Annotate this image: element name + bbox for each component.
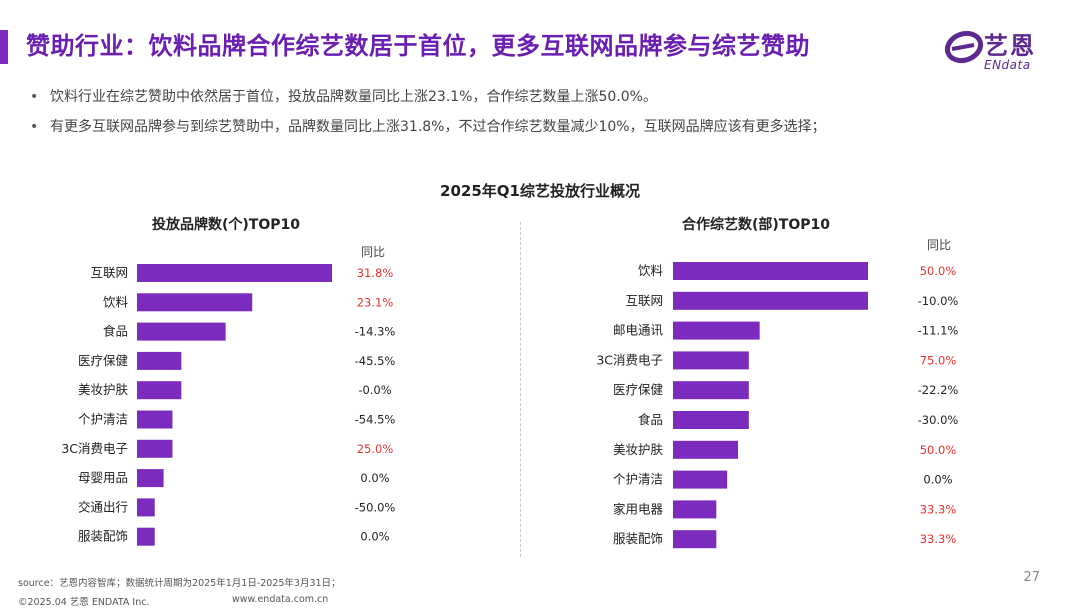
bar xyxy=(673,470,728,489)
page-number: 27 xyxy=(1023,570,1040,585)
category-label: 个护清洁 xyxy=(78,412,128,427)
title-accent-bar xyxy=(0,30,8,64)
bar xyxy=(673,262,868,280)
category-label: 美妆护肤 xyxy=(78,382,129,397)
category-label: 服装配饰 xyxy=(613,531,663,546)
bar xyxy=(137,439,173,458)
category-label: 美妆护肤 xyxy=(613,442,664,457)
yoy-value: -22.2% xyxy=(918,383,959,397)
yoy-value: -50.0% xyxy=(355,500,396,514)
endata-logo-icon xyxy=(944,30,984,64)
bullet-text: 有更多互联网品牌参与到综艺赞助中，品牌数量同比上涨31.8%，不过合作综艺数量减… xyxy=(50,119,826,135)
brand-count-bar-chart: 互联网 31.8% 饮料 23.1% 食品 -14.3% 医疗保健 -45.5% 美妆护肤 -0.… xyxy=(61,264,396,546)
yoy-value: -54.5% xyxy=(355,413,396,427)
left-chart-title: 投放品牌数(个)TOP10 xyxy=(152,217,300,233)
yoy-value: -10.0% xyxy=(918,294,959,308)
right-chart-title: 合作综艺数(部)TOP10 xyxy=(682,217,830,233)
bullet-text: 饮料行业在综艺赞助中依然居于首位，投放品牌数量同比上涨23.1%，合作综艺数量上… xyxy=(50,89,657,105)
yoy-value: 75.0% xyxy=(920,353,957,367)
yoy-value: -0.0% xyxy=(358,383,391,397)
bar xyxy=(673,321,760,340)
bar xyxy=(137,264,332,282)
yoy-value: 50.0% xyxy=(920,443,957,457)
bar xyxy=(137,410,173,429)
yoy-value: 0.0% xyxy=(360,471,389,485)
bar xyxy=(673,530,717,549)
chart-main-title: 2025年Q1综艺投放行业概况 xyxy=(440,182,640,200)
yoy-value: 33.3% xyxy=(920,502,957,516)
variety-count-bar-chart: 饮料 50.0% 互联网 -10.0% 邮电通讯 -11.1% 3C消费电子 75.0% 医疗保… xyxy=(596,262,959,549)
endata-logo: 艺恩 ENdata xyxy=(944,26,1054,74)
category-label: 饮料 xyxy=(638,263,664,278)
bar xyxy=(137,381,182,400)
category-label: 3C消费电子 xyxy=(61,441,128,456)
bar xyxy=(137,351,182,370)
yoy-value: 0.0% xyxy=(360,530,389,544)
yoy-value: -45.5% xyxy=(355,354,396,368)
category-label: 3C消费电子 xyxy=(596,352,663,367)
category-label: 交通出行 xyxy=(78,499,128,514)
category-label: 食品 xyxy=(103,324,128,339)
bullet-dot: • xyxy=(30,119,39,135)
summary-bullets: • 饮料行业在综艺赞助中依然居于首位，投放品牌数量同比上涨23.1%，合作综艺数… xyxy=(30,86,1050,146)
yoy-value: 25.0% xyxy=(357,442,394,456)
yoy-value: 0.0% xyxy=(923,473,952,487)
right-yoy-header: 同比 xyxy=(927,238,952,252)
bar xyxy=(137,322,226,341)
bar xyxy=(673,291,868,310)
category-label: 个护清洁 xyxy=(613,472,663,487)
category-label: 互联网 xyxy=(90,265,128,280)
bar xyxy=(673,351,749,370)
bar xyxy=(137,469,164,488)
page-title: 赞助行业：饮料品牌合作综艺数居于首位，更多互联网品牌参与综艺赞助 xyxy=(26,32,810,60)
category-label: 饮料 xyxy=(103,294,129,309)
category-label: 家用电器 xyxy=(613,501,664,516)
category-label: 互联网 xyxy=(625,293,663,308)
yoy-value: -30.0% xyxy=(918,413,959,427)
category-label: 邮电通讯 xyxy=(613,323,664,338)
bullet-dot: • xyxy=(30,89,39,105)
website: www.endata.com.cn xyxy=(232,594,329,605)
bar xyxy=(673,381,749,400)
bar xyxy=(137,293,253,312)
logo-english-text: ENdata xyxy=(984,58,1031,72)
bullet-item: • 饮料行业在综艺赞助中依然居于首位，投放品牌数量同比上涨23.1%，合作综艺数… xyxy=(30,86,1050,116)
bar xyxy=(673,500,717,519)
copyright: ©2025.04 艺恩 ENDATA Inc. xyxy=(18,597,150,608)
yoy-value: -14.3% xyxy=(355,325,396,339)
category-label: 服装配饰 xyxy=(78,529,128,544)
category-label: 医疗保健 xyxy=(78,353,129,368)
bar xyxy=(673,411,749,429)
category-label: 母婴用品 xyxy=(78,470,128,485)
category-label: 医疗保健 xyxy=(613,382,664,397)
bar xyxy=(673,440,738,459)
bullet-item: • 有更多互联网品牌参与到综艺赞助中，品牌数量同比上涨31.8%，不过合作综艺数… xyxy=(30,116,1050,146)
yoy-value: 33.3% xyxy=(920,532,957,546)
yoy-value: 50.0% xyxy=(920,264,957,278)
chart-divider xyxy=(520,222,521,557)
yoy-value: 31.8% xyxy=(357,266,394,280)
bar xyxy=(137,527,155,546)
yoy-value: -11.1% xyxy=(918,324,959,338)
source-note: source：艺恩内容智库；数据统计周期为2025年1月1日-2025年3月31… xyxy=(18,578,341,589)
left-yoy-header: 同比 xyxy=(361,245,386,259)
category-label: 食品 xyxy=(638,412,663,427)
bar xyxy=(137,498,155,517)
logo-chinese-text: 艺恩 xyxy=(984,32,1036,60)
yoy-value: 23.1% xyxy=(357,295,394,309)
